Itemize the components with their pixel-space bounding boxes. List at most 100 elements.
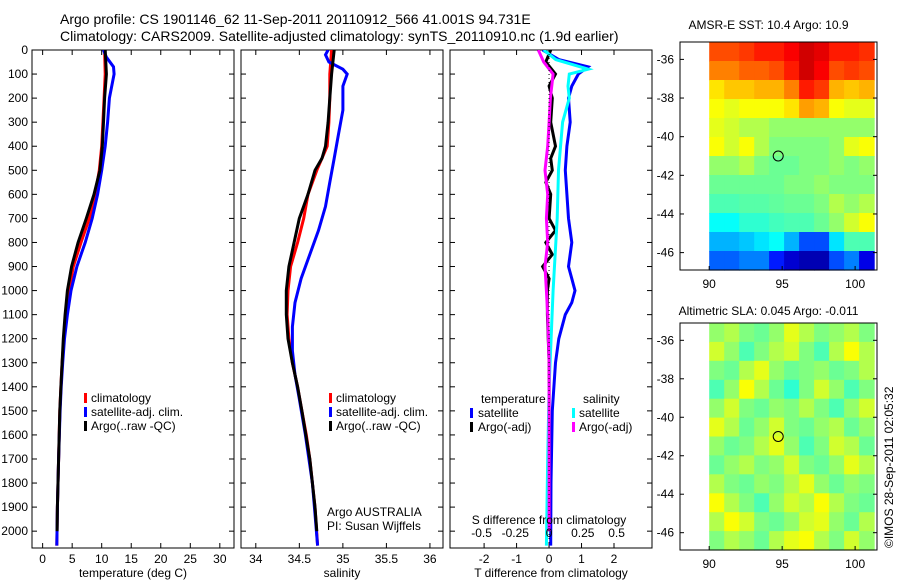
map-cell xyxy=(799,398,815,419)
map-cell xyxy=(844,323,860,343)
map-cell xyxy=(799,175,815,195)
map-cell xyxy=(829,61,845,81)
map-cell xyxy=(739,80,755,100)
map-cell xyxy=(739,156,755,176)
map-cell xyxy=(724,137,740,157)
x-tick-label: 10 xyxy=(95,552,109,566)
x-tick-label: 35.5 xyxy=(375,552,399,566)
lat-tick-label: -40 xyxy=(657,410,675,424)
map-cell xyxy=(844,341,860,362)
map-cell xyxy=(814,417,830,438)
map-cell xyxy=(754,175,770,195)
y-tick-label: 700 xyxy=(8,211,28,225)
map-cell xyxy=(739,175,755,195)
x-tick-label: 34.5 xyxy=(288,552,312,566)
map-cell xyxy=(784,531,800,551)
lon-tick-label: 100 xyxy=(845,277,865,291)
map-cell xyxy=(709,531,725,551)
lon-tick-label: 90 xyxy=(703,557,717,571)
map-cell xyxy=(739,493,755,513)
legend-swatch xyxy=(470,422,473,432)
map-cell xyxy=(739,251,755,271)
map-cell xyxy=(769,436,785,456)
map-cell xyxy=(859,379,875,400)
map-cell xyxy=(844,512,860,532)
map-cell xyxy=(799,493,815,513)
map-cell xyxy=(799,99,815,119)
map-cell xyxy=(769,512,785,532)
argo-location-marker xyxy=(772,150,784,162)
map-cell xyxy=(844,232,860,252)
map-cell xyxy=(814,232,830,252)
map-cell xyxy=(784,194,800,214)
map-cell xyxy=(844,99,860,119)
map-cell xyxy=(709,341,725,362)
y-tick-label: 100 xyxy=(8,67,28,81)
map-cell xyxy=(739,323,755,343)
map-cell xyxy=(844,493,860,513)
map-cell xyxy=(859,341,875,362)
map-cell xyxy=(769,156,785,176)
map-cell xyxy=(799,80,815,100)
s-tick-label: 0.5 xyxy=(608,526,625,540)
map-cell xyxy=(769,455,785,475)
map-cell xyxy=(769,474,785,494)
map-cell xyxy=(844,417,860,438)
map-cell xyxy=(859,137,875,157)
map-cell xyxy=(724,474,740,494)
map-cell xyxy=(859,493,875,513)
x-tick-label: 20 xyxy=(154,552,168,566)
map-cell xyxy=(829,474,845,494)
lon-tick-label: 95 xyxy=(775,557,789,571)
map-cell xyxy=(769,323,785,343)
map-cell xyxy=(844,251,860,271)
legend-swatch xyxy=(84,407,87,417)
map-cell xyxy=(859,99,875,119)
map-cell xyxy=(754,251,770,271)
map-cell xyxy=(814,360,830,381)
y-tick-label: 1700 xyxy=(1,452,28,466)
map-cell xyxy=(799,251,815,271)
map-cell xyxy=(724,175,740,195)
lon-tick-label: 95 xyxy=(775,277,789,291)
legend-label: satellite-adj. clim. xyxy=(91,405,183,419)
map-cell xyxy=(859,417,875,438)
map-cell xyxy=(859,398,875,419)
axes-box xyxy=(31,49,235,549)
map-cell xyxy=(724,493,740,513)
map-cell xyxy=(844,156,860,176)
map-cell xyxy=(799,323,815,343)
legend-title-salinity: salinity xyxy=(583,392,620,406)
annotation-text: Argo AUSTRALIA xyxy=(327,505,422,519)
map-cell xyxy=(724,436,740,456)
map-cell xyxy=(709,436,725,456)
map-cell xyxy=(784,474,800,494)
map-cell xyxy=(754,379,770,400)
map-cell xyxy=(814,80,830,100)
map-cell xyxy=(724,398,740,419)
map-cell xyxy=(754,512,770,532)
map-cell xyxy=(709,455,725,475)
lat-tick-label: -38 xyxy=(657,372,675,386)
map-cell xyxy=(784,341,800,362)
map-cell xyxy=(859,251,875,271)
map-cell xyxy=(859,512,875,532)
legend-swatch xyxy=(572,408,575,418)
map-cell xyxy=(844,213,860,233)
map-cell xyxy=(814,137,830,157)
map-cell xyxy=(739,474,755,494)
map-cell xyxy=(814,175,830,195)
map-cell xyxy=(829,531,845,551)
map-cell xyxy=(799,156,815,176)
map-cell xyxy=(829,455,845,475)
map-cell xyxy=(799,137,815,157)
map-cell xyxy=(754,455,770,475)
map-cell xyxy=(754,341,770,362)
map-cell xyxy=(784,137,800,157)
map-cell xyxy=(799,379,815,400)
map-cell xyxy=(859,213,875,233)
map-cell xyxy=(814,323,830,343)
map-cell xyxy=(814,379,830,400)
map-cell xyxy=(739,42,755,62)
